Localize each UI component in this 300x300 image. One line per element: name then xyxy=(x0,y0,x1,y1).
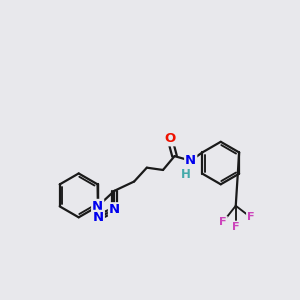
Text: N: N xyxy=(92,200,103,213)
Text: N: N xyxy=(109,203,120,216)
Text: H: H xyxy=(181,168,191,181)
Text: O: O xyxy=(164,132,175,145)
Text: F: F xyxy=(247,212,255,222)
Text: F: F xyxy=(232,222,240,232)
Text: N: N xyxy=(93,211,104,224)
Text: F: F xyxy=(219,217,227,227)
Text: N: N xyxy=(185,154,196,167)
